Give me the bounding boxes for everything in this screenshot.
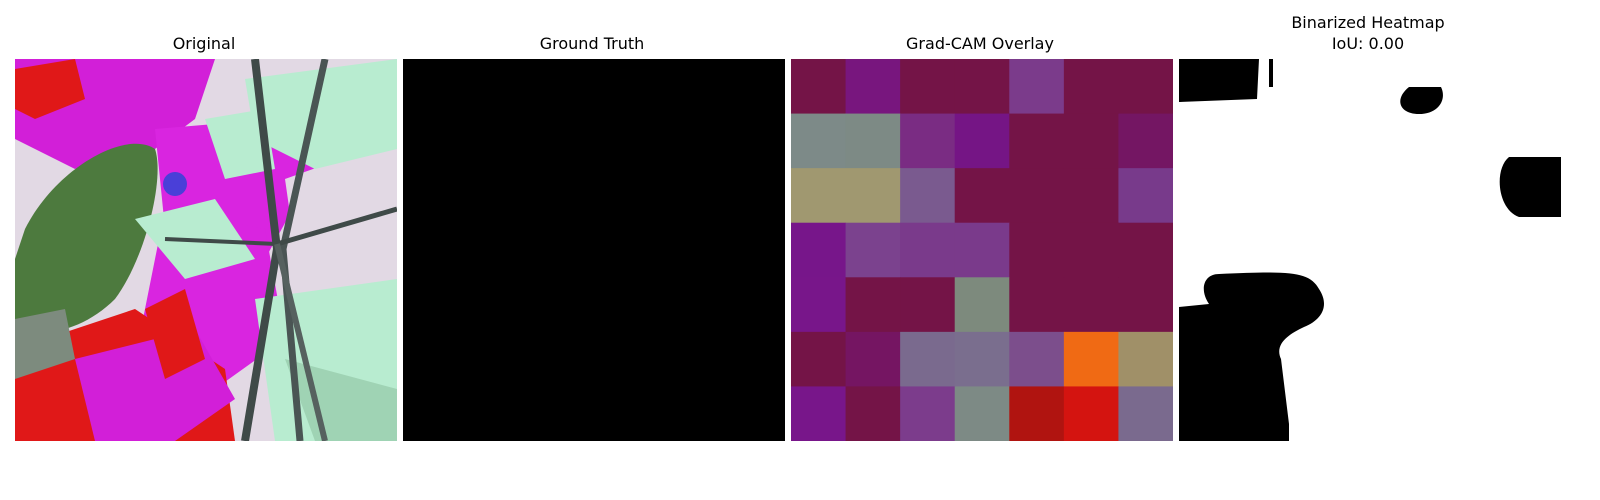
gradcam-cell bbox=[1063, 113, 1119, 169]
gradcam-cell bbox=[1118, 222, 1173, 278]
gradcam-cell bbox=[900, 277, 956, 333]
gradcam-cell bbox=[1063, 331, 1119, 387]
gradcam-cell bbox=[845, 222, 901, 278]
gradcam-cell bbox=[1009, 277, 1065, 333]
gradcam-cell bbox=[1009, 386, 1065, 441]
gradcam-cell bbox=[1118, 386, 1173, 441]
gradcam-cell bbox=[845, 331, 901, 387]
gradcam-cell bbox=[791, 168, 847, 224]
gradcam-cell bbox=[1118, 113, 1173, 169]
gradcam-cell bbox=[845, 386, 901, 441]
gradcam-cell bbox=[1009, 113, 1065, 169]
gradcam-cell bbox=[1009, 168, 1065, 224]
gradcam-cell bbox=[900, 113, 956, 169]
gradcam-cell bbox=[845, 59, 901, 115]
gradcam-cell bbox=[845, 277, 901, 333]
gradcam-cell bbox=[1009, 59, 1065, 115]
original-image bbox=[15, 59, 397, 441]
gradcam-cell bbox=[1118, 331, 1173, 387]
gradcam-cell bbox=[1063, 222, 1119, 278]
gradcam-cell bbox=[1118, 168, 1173, 224]
gradcam-cell bbox=[900, 386, 956, 441]
gradcam-cell bbox=[791, 386, 847, 441]
gradcam-cell bbox=[900, 222, 956, 278]
binarized-heatmap bbox=[1179, 59, 1561, 441]
original-title: Original bbox=[172, 34, 236, 53]
gradcam-cell bbox=[1009, 331, 1065, 387]
ground-truth-mask bbox=[403, 59, 785, 441]
gradcam-cell bbox=[954, 222, 1010, 278]
ground-truth-title: Ground Truth bbox=[539, 34, 645, 53]
binarized-title: Binarized Heatmap bbox=[1291, 13, 1445, 32]
gradcam-cell bbox=[791, 277, 847, 333]
gradcam-cell bbox=[791, 59, 847, 115]
iou-label: IoU: 0.00 bbox=[1331, 34, 1405, 53]
gradcam-cell bbox=[900, 331, 956, 387]
gradcam-cell bbox=[845, 168, 901, 224]
gradcam-cell bbox=[1063, 59, 1119, 115]
gradcam-cell bbox=[791, 113, 847, 169]
gradcam-cell bbox=[954, 168, 1010, 224]
gradcam-cell bbox=[954, 277, 1010, 333]
gradcam-overlay bbox=[791, 59, 1173, 441]
gradcam-cell bbox=[1063, 277, 1119, 333]
gradcam-cell bbox=[1118, 59, 1173, 115]
gradcam-cell bbox=[954, 113, 1010, 169]
gradcam-cell bbox=[954, 386, 1010, 441]
gradcam-cell bbox=[1009, 222, 1065, 278]
gradcam-cell bbox=[900, 168, 956, 224]
gradcam-cell bbox=[954, 59, 1010, 115]
gradcam-cell bbox=[954, 331, 1010, 387]
gradcam-title: Grad-CAM Overlay bbox=[906, 34, 1054, 53]
gradcam-cell bbox=[845, 113, 901, 169]
gradcam-cell bbox=[791, 222, 847, 278]
gradcam-cell bbox=[900, 59, 956, 115]
gradcam-cell bbox=[1118, 277, 1173, 333]
gradcam-cell bbox=[1063, 168, 1119, 224]
gradcam-cell bbox=[791, 331, 847, 387]
gradcam-cell bbox=[1063, 386, 1119, 441]
